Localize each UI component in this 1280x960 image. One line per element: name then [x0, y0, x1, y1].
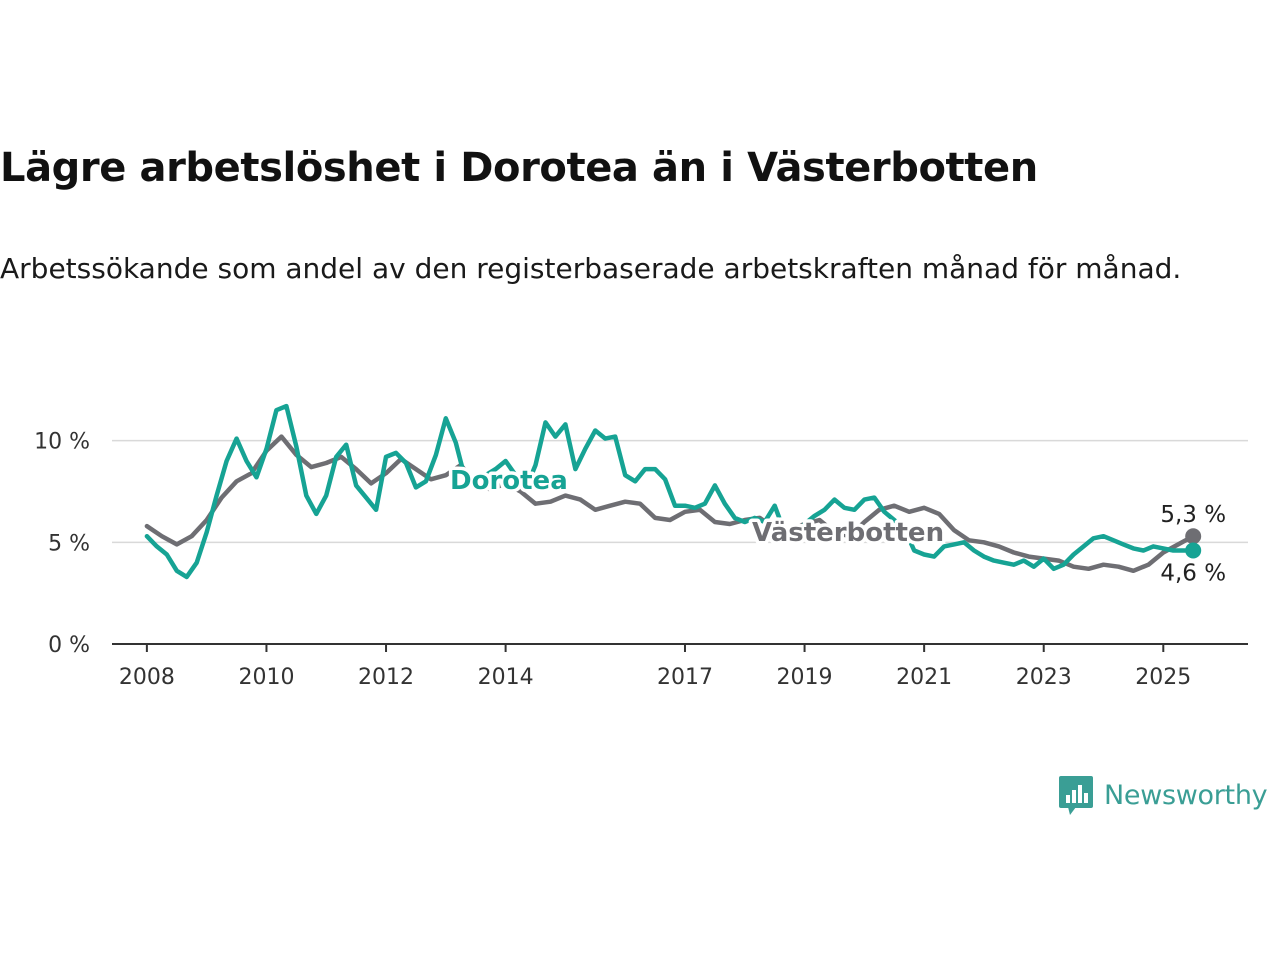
x-axis: 2008 2010 2012 2014 2017 2019 2021 2023 2025	[112, 643, 1248, 690]
y-tick-label: 0 %	[48, 633, 90, 658]
end-label-vasterbotten: 5,3 %	[1160, 502, 1226, 528]
grid-lines	[112, 439, 1248, 544]
chart-title: Lägre arbetslöshet i Dorotea än i Väster…	[0, 145, 1038, 191]
chart-subtitle: Arbetssökande som andel av den registerb…	[0, 252, 1182, 285]
series-labels: 5,3 %4,6 %DoroteaDoroteaVästerbottenVäst…	[447, 463, 1227, 587]
x-tick-label: 2019	[777, 665, 833, 690]
end-label-dorotea: 4,6 %	[1160, 560, 1226, 586]
line-chart: 0 %5 %10 % 2008 2010 2012 2014 2017 2019 2021 2…	[34, 403, 1248, 690]
x-tick-label: 2008	[119, 665, 175, 690]
x-tick-label: 2012	[358, 665, 414, 690]
series-label-dorotea: Dorotea	[450, 466, 568, 496]
series-label-dorotea-halo: Dorotea	[450, 466, 568, 496]
y-axis-tick-labels: 0 % 5 % 10 %	[34, 430, 90, 658]
series-line-dorotea	[144, 403, 1196, 580]
series-line-västerbotten	[144, 434, 1196, 574]
x-tick-label: 2021	[896, 665, 952, 690]
x-tick-label: 2010	[238, 665, 294, 690]
end-point-vasterbotten	[1185, 528, 1202, 545]
end-point-dorotea	[1185, 542, 1202, 559]
x-tick-label: 2014	[478, 665, 534, 690]
newsworthy-brand: Newsworthy	[1058, 772, 1268, 818]
series-label-vasterbotten-halo: Västerbotten	[752, 518, 944, 548]
y-tick-label: 5 %	[48, 531, 90, 556]
series-label-vasterbotten: Västerbotten	[752, 518, 944, 548]
y-tick-label: 10 %	[34, 430, 90, 455]
brand-name: Newsworthy	[1104, 779, 1268, 811]
newsworthy-logo-icon	[1059, 776, 1093, 815]
x-tick-label: 2017	[657, 665, 713, 690]
x-tick-label: 2025	[1135, 665, 1191, 690]
x-tick-label: 2023	[1016, 665, 1072, 690]
series-lines	[144, 403, 1196, 580]
